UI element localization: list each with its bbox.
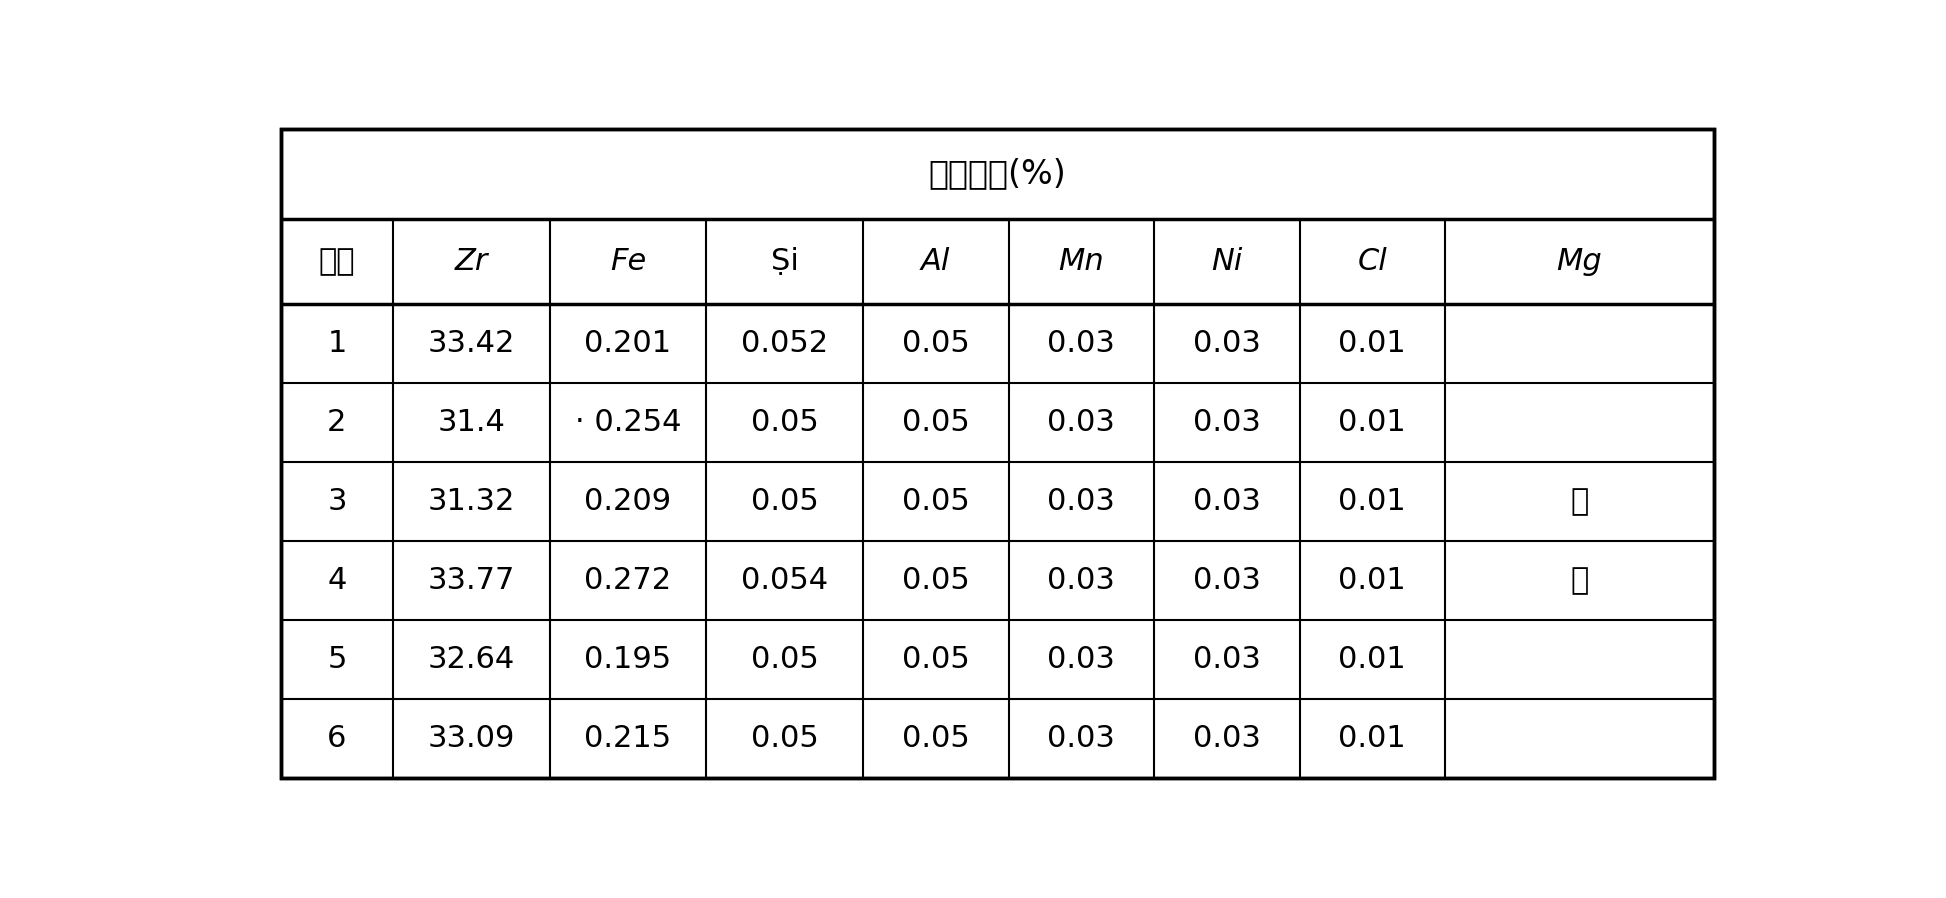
Text: 0.215: 0.215 — [584, 725, 671, 753]
Text: 0.05: 0.05 — [901, 329, 969, 358]
Text: 4: 4 — [327, 567, 346, 595]
Text: 0.01: 0.01 — [1339, 646, 1407, 674]
Text: 6: 6 — [327, 725, 346, 753]
Text: 0.05: 0.05 — [901, 567, 969, 595]
Text: 31.32: 31.32 — [428, 488, 516, 516]
Text: 0.03: 0.03 — [1047, 725, 1115, 753]
Text: 0.05: 0.05 — [901, 725, 969, 753]
Text: 2: 2 — [327, 408, 346, 437]
Text: 0.03: 0.03 — [1193, 646, 1261, 674]
Text: 32.64: 32.64 — [428, 646, 516, 674]
Text: 0.01: 0.01 — [1339, 488, 1407, 516]
Text: 1: 1 — [327, 329, 346, 358]
Text: Ṣi: Ṣi — [771, 247, 798, 277]
Text: 0.03: 0.03 — [1193, 329, 1261, 358]
Text: Mn: Mn — [1059, 247, 1103, 277]
Text: 量: 量 — [1570, 567, 1588, 595]
Text: 5: 5 — [327, 646, 346, 674]
Text: 0.05: 0.05 — [751, 725, 819, 753]
Text: 33.09: 33.09 — [428, 725, 516, 753]
Text: 0.05: 0.05 — [751, 488, 819, 516]
Text: Ni: Ni — [1210, 247, 1242, 277]
Text: 0.05: 0.05 — [751, 408, 819, 437]
Text: 0.01: 0.01 — [1339, 567, 1407, 595]
Text: 0.01: 0.01 — [1339, 725, 1407, 753]
Text: 0.03: 0.03 — [1193, 567, 1261, 595]
Text: 0.03: 0.03 — [1047, 646, 1115, 674]
Text: 0.272: 0.272 — [584, 567, 671, 595]
Text: 0.03: 0.03 — [1193, 408, 1261, 437]
Text: Fe: Fe — [609, 247, 646, 277]
Text: Al: Al — [920, 247, 950, 277]
Text: 31.4: 31.4 — [438, 408, 506, 437]
Text: 0.03: 0.03 — [1047, 408, 1115, 437]
Text: 合金成份(%): 合金成份(%) — [928, 157, 1066, 190]
Text: 33.77: 33.77 — [428, 567, 516, 595]
Text: 0.03: 0.03 — [1047, 329, 1115, 358]
Text: 33.42: 33.42 — [428, 329, 516, 358]
Text: 0.01: 0.01 — [1339, 408, 1407, 437]
Text: Cl: Cl — [1358, 247, 1387, 277]
Text: 0.05: 0.05 — [751, 646, 819, 674]
Text: 3: 3 — [327, 488, 346, 516]
Text: 0.209: 0.209 — [584, 488, 671, 516]
Text: 0.05: 0.05 — [901, 646, 969, 674]
Text: 0.05: 0.05 — [901, 488, 969, 516]
Text: Mg: Mg — [1557, 247, 1602, 277]
Text: · 0.254: · 0.254 — [574, 408, 681, 437]
Text: 余: 余 — [1570, 488, 1588, 516]
Text: 0.195: 0.195 — [584, 646, 671, 674]
Text: 序号: 序号 — [319, 247, 356, 277]
Text: 0.054: 0.054 — [741, 567, 829, 595]
Text: 0.01: 0.01 — [1339, 329, 1407, 358]
Text: 0.03: 0.03 — [1193, 725, 1261, 753]
Text: 0.052: 0.052 — [741, 329, 829, 358]
Text: Zr: Zr — [455, 247, 488, 277]
Text: 0.201: 0.201 — [584, 329, 671, 358]
Text: 0.03: 0.03 — [1047, 488, 1115, 516]
Text: 0.03: 0.03 — [1193, 488, 1261, 516]
Text: 0.05: 0.05 — [901, 408, 969, 437]
Text: 0.03: 0.03 — [1047, 567, 1115, 595]
